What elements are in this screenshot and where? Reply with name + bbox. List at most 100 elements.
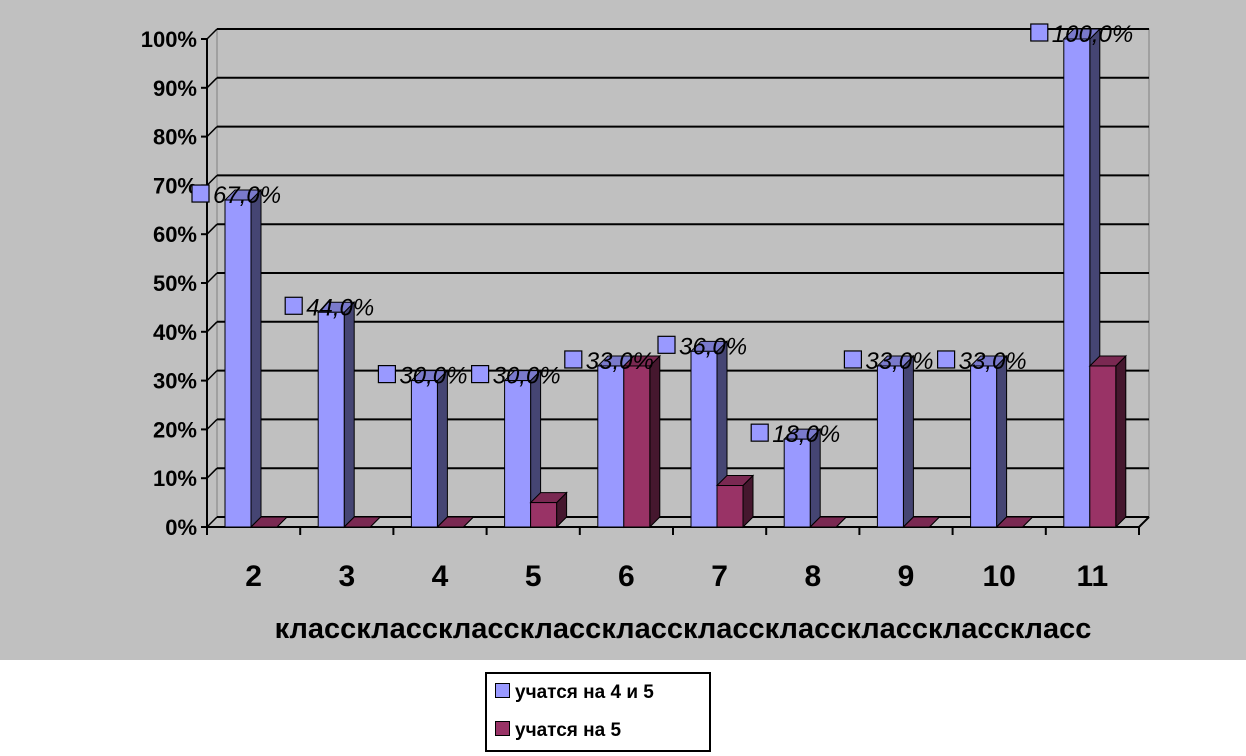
- bar-side: [436, 369, 448, 529]
- bar-series-1: [876, 354, 915, 529]
- data-label: 33,0%: [959, 348, 1027, 375]
- data-label-marker: [284, 296, 303, 315]
- legend-item-series-2: учатся на 5: [495, 720, 621, 742]
- bar-series-2: [1088, 354, 1128, 529]
- bar-side: [250, 188, 262, 529]
- gridline-diag: [206, 126, 218, 138]
- gridline-diag: [206, 272, 218, 284]
- y-tick-label: 10%: [153, 466, 197, 491]
- y-tick-label: 100%: [141, 27, 197, 52]
- bar-series-1: [503, 369, 542, 529]
- bar-front: [597, 365, 625, 528]
- gridline-diag: [206, 418, 218, 430]
- bar-front: [783, 438, 811, 528]
- data-label: 33,0%: [586, 348, 654, 375]
- y-tick-label: 90%: [153, 76, 197, 101]
- y-tick-label: 30%: [153, 369, 197, 394]
- data-label: 36,0%: [679, 333, 747, 360]
- bar-top: [436, 516, 475, 528]
- legend-swatch-series-1: [495, 683, 510, 699]
- legend-label-series-2: учатся на 5: [515, 720, 622, 741]
- y-tick-label: 70%: [153, 173, 197, 198]
- floor-edge: [1138, 516, 1150, 528]
- bar-top: [808, 516, 848, 528]
- gridline-diag: [206, 467, 218, 479]
- data-labels: 67,0% 44,0% 30,0% 30,0% 33,0% 36,0% 18,0% 33,0%…: [191, 21, 1133, 448]
- bars: [223, 27, 1128, 529]
- bar-series-2: [249, 516, 289, 528]
- bar-front: [224, 199, 252, 528]
- bar-side: [996, 354, 1008, 529]
- gridline-diag: [206, 321, 218, 333]
- data-label: 30,0%: [399, 363, 467, 390]
- legend-item-series-1: учатся на 4 и 5: [495, 682, 654, 704]
- x-tick-label: 8: [804, 560, 821, 593]
- y-tick-label: 60%: [153, 222, 197, 247]
- bar-series-2: [808, 516, 848, 528]
- bar-series-1: [316, 301, 356, 529]
- data-label: 33,0%: [865, 348, 933, 375]
- y-tick-label: 40%: [153, 320, 197, 345]
- x-tick-label: 6: [618, 560, 635, 593]
- bar-front: [876, 365, 904, 528]
- data-label-marker: [843, 350, 863, 369]
- gridline-diag: [206, 174, 218, 186]
- data-label: 100,0%: [1052, 21, 1133, 48]
- data-label-marker: [750, 423, 769, 442]
- y-tick-label: 0%: [165, 515, 197, 540]
- bar-series-2: [715, 474, 755, 529]
- data-label-marker: [1030, 23, 1049, 42]
- bar-front: [317, 311, 345, 528]
- bar-top: [995, 516, 1034, 528]
- data-label-marker: [377, 365, 396, 384]
- x-tick-labels: 2 3 4 5 6 7 8 9 10 11: [245, 560, 1108, 593]
- x-tick-label: 3: [338, 560, 355, 593]
- bar-front: [1063, 38, 1091, 528]
- bar-front: [970, 365, 998, 528]
- y-tick-label: 20%: [153, 417, 197, 442]
- bar-front: [623, 365, 651, 528]
- bar-front: [716, 485, 744, 528]
- bar-series-2: [342, 516, 382, 528]
- data-label-marker: [564, 350, 583, 369]
- legend-label-series-1: учатся на 4 и 5: [515, 682, 654, 703]
- x-tick-label: 11: [1077, 560, 1109, 593]
- data-label-marker: [191, 184, 210, 203]
- y-tick-label: 50%: [153, 271, 197, 296]
- bar-side: [902, 354, 914, 529]
- bar-series-1: [782, 427, 822, 529]
- bar-side: [649, 354, 661, 529]
- bar-front: [690, 350, 718, 528]
- bar-front: [504, 380, 532, 528]
- gridline-diag: [206, 370, 218, 382]
- x-category-suffix-label: класскласскласскласскласскласскласскласс…: [275, 613, 1092, 645]
- bar-top: [342, 516, 382, 528]
- data-label-marker: [936, 350, 956, 369]
- bar-front: [410, 380, 438, 528]
- legend-swatch-series-2: [495, 721, 510, 737]
- x-tick-label: 2: [245, 560, 262, 593]
- x-tick-label: 7: [711, 560, 728, 593]
- bar-top: [249, 516, 289, 528]
- y-tick-labels: 0% 10% 20% 30% 40% 50% 60% 70% 80% 90% 100%: [141, 27, 197, 540]
- data-label-marker: [471, 365, 490, 384]
- data-label-marker: [657, 335, 676, 354]
- bar-series-1: [410, 369, 449, 529]
- legend: учатся на 4 и 5 учатся на 5: [485, 672, 711, 752]
- data-label: 18,0%: [772, 421, 840, 448]
- bar-series-2: [902, 516, 941, 528]
- gridline-diag: [206, 223, 218, 235]
- bar-series-1: [969, 354, 1008, 529]
- bar-series-2: [995, 516, 1034, 528]
- x-tick-label: 4: [432, 560, 449, 593]
- data-label: 67,0%: [213, 182, 281, 209]
- bar-series-2: [622, 354, 662, 529]
- bar-side: [1115, 354, 1127, 529]
- bar-series-1: [223, 188, 263, 529]
- data-label: 44,0%: [306, 294, 374, 321]
- y-tick-label: 80%: [153, 125, 197, 150]
- gridline-diag: [206, 28, 218, 40]
- gridline-diag: [206, 516, 218, 528]
- bar-top: [902, 516, 941, 528]
